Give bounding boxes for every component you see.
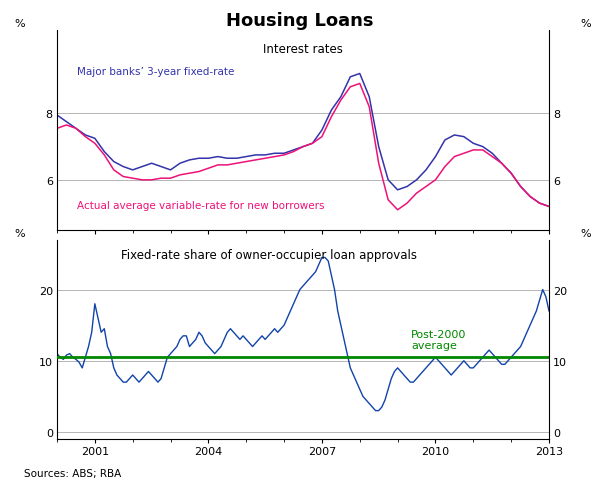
Text: Sources: ABS; RBA: Sources: ABS; RBA	[24, 468, 121, 478]
Text: Interest rates: Interest rates	[263, 43, 343, 56]
Text: Housing Loans: Housing Loans	[226, 12, 374, 30]
Text: Fixed-rate share of owner-occupier loan approvals: Fixed-rate share of owner-occupier loan …	[121, 248, 416, 261]
Text: %: %	[581, 19, 591, 29]
Text: %: %	[15, 228, 25, 238]
Text: Post-2000
average: Post-2000 average	[411, 329, 467, 350]
Text: %: %	[15, 19, 25, 29]
Text: Major banks’ 3-year fixed-rate: Major banks’ 3-year fixed-rate	[77, 67, 234, 77]
Text: Actual average variable-rate for new borrowers: Actual average variable-rate for new bor…	[77, 200, 324, 210]
Text: %: %	[581, 228, 591, 238]
